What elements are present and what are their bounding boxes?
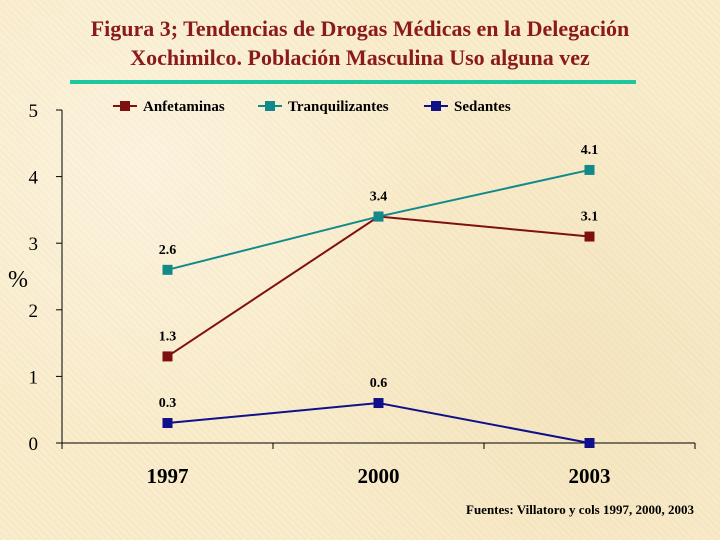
data-point-marker [162,264,173,275]
y-axis-label: % [8,267,28,293]
y-tick-label: 0 [29,434,39,455]
source-note: Fuentes: Villatoro y cols 1997, 2000, 20… [466,502,694,517]
legend-label: Tranquilizantes [288,99,389,115]
y-tick-label: 1 [29,367,39,388]
y-tick-label: 5 [29,101,39,122]
chart-title-line-2: Xochimilco. Población Masculina Uso algu… [130,45,590,70]
data-point-marker [162,418,173,429]
x-tick-label: 2000 [358,464,400,488]
data-label: 2.6 [159,243,177,258]
legend-marker [265,101,275,111]
chart-title-line-1: Figura 3; Tendencias de Drogas Médicas e… [90,16,630,41]
x-tick-label: 1997 [147,464,189,488]
data-label: 0.6 [370,376,388,391]
x-tick-label: 2003 [569,464,611,488]
data-point-marker [373,211,384,222]
y-tick-label: 3 [29,234,39,255]
title-underline [70,80,636,84]
legend-label: Anfetaminas [143,99,225,115]
data-label: 0.3 [159,396,177,411]
data-point-marker [584,231,595,242]
legend-label: Sedantes [454,99,511,115]
y-tick-label: 2 [29,301,39,322]
data-label: 1.3 [159,329,177,344]
data-label: 3.1 [581,210,599,225]
data-point-marker [373,398,384,409]
data-label: 4.1 [581,143,599,158]
chart-title: Figura 3; Tendencias de Drogas Médicas e… [0,14,720,72]
data-label: 3.4 [370,190,388,205]
legend-marker [431,101,441,111]
data-point-marker [162,351,173,362]
data-point-marker [584,164,595,175]
legend-marker [120,101,130,111]
data-point-marker [584,438,595,448]
series-line-sedantes [167,402,590,444]
series-line-anfetaminas [166,215,590,358]
y-tick-label: 4 [29,168,39,189]
